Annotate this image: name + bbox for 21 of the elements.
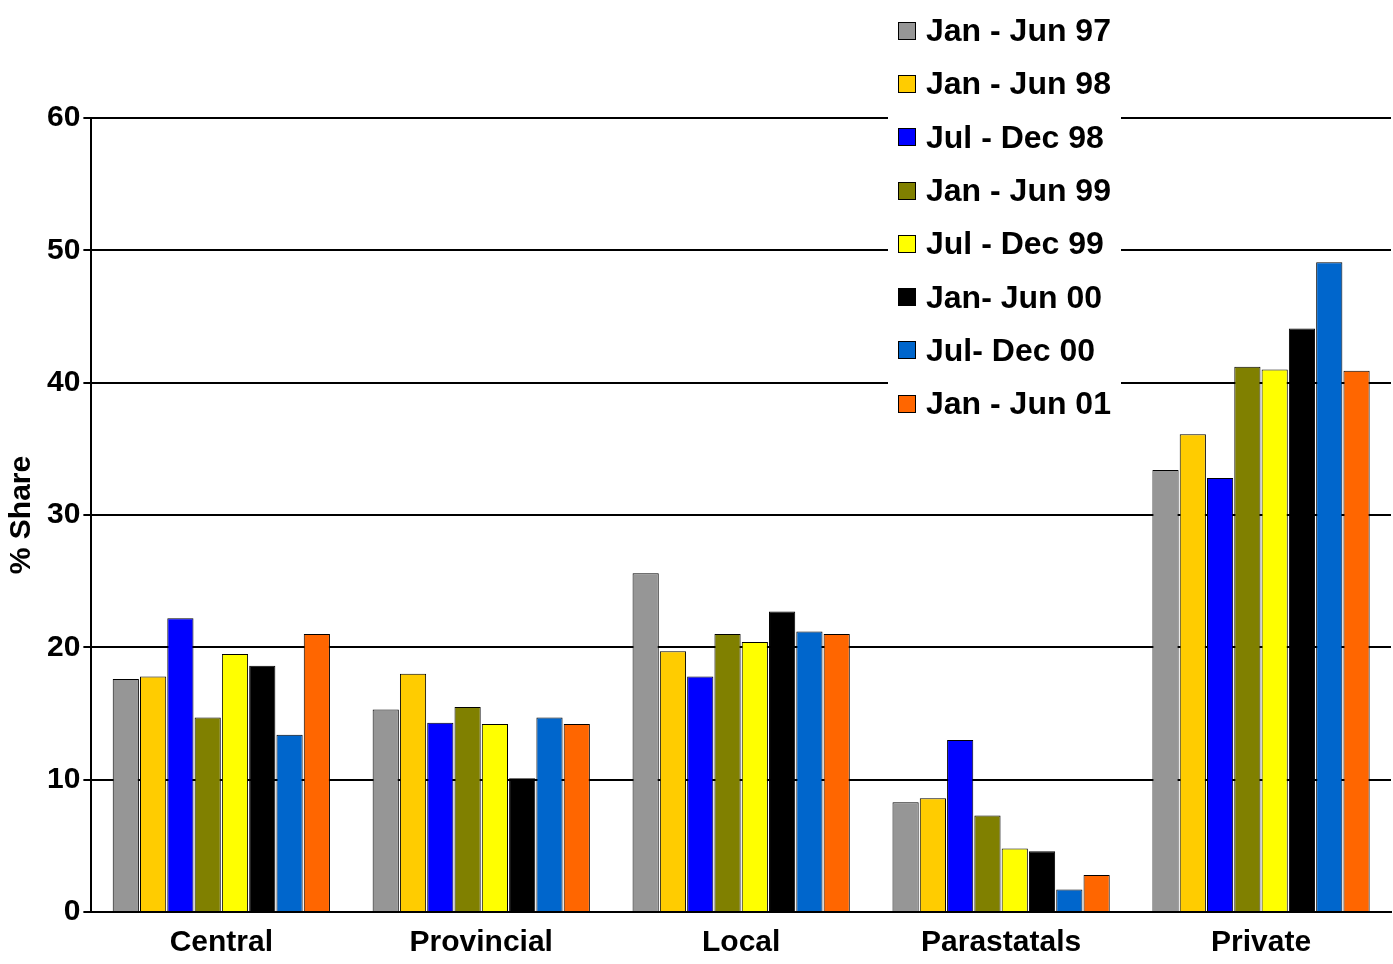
y-tick-label: 10 — [46, 760, 81, 794]
legend-label: Jan- Jun 00 — [926, 278, 1103, 316]
y-tick-label: 20 — [46, 628, 81, 662]
y-tick-label: 30 — [46, 496, 81, 530]
legend-label: Jul - Dec 99 — [926, 225, 1104, 263]
legend-label: Jul - Dec 98 — [926, 118, 1104, 156]
y-tick-label: 50 — [46, 231, 81, 265]
y-tick-label: 40 — [46, 363, 81, 397]
x-tick-label: Provincial — [409, 924, 553, 958]
y-tick-label: 60 — [46, 99, 81, 133]
x-tick-label: Local — [702, 924, 781, 958]
legend-label: Jan - Jun 98 — [926, 65, 1111, 103]
legend-label: Jan - Jun 97 — [926, 12, 1111, 50]
x-tick-label: Central — [169, 924, 274, 958]
y-tick-label: 0 — [63, 893, 81, 927]
x-tick-label: Private — [1211, 924, 1312, 958]
y-axis-title: % Share — [3, 455, 37, 575]
legend-label: Jan - Jun 99 — [926, 172, 1111, 210]
legend-label: Jan - Jun 01 — [926, 385, 1111, 423]
x-tick-label: Parastatals — [921, 924, 1082, 958]
legend-label: Jul- Dec 00 — [926, 331, 1095, 369]
